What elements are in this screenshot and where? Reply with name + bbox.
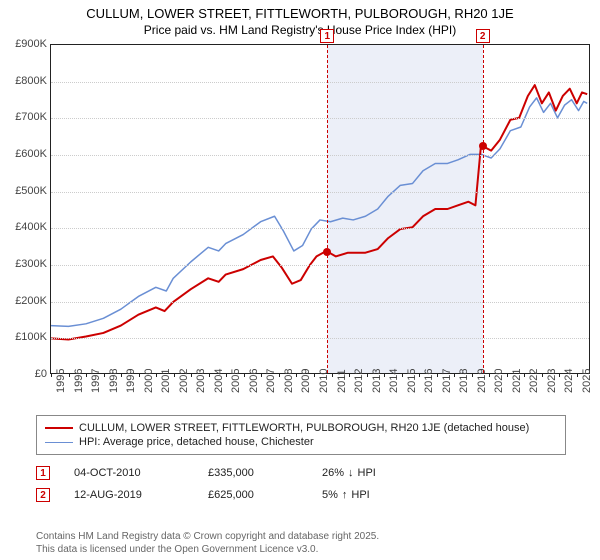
y-tick-label: £500K [11, 185, 47, 197]
legend: CULLUM, LOWER STREET, FITTLEWORTH, PULBO… [36, 415, 566, 455]
event-number-box: 1 [36, 466, 50, 480]
y-tick-label: £200K [11, 295, 47, 307]
events-table: 1 04-OCT-2010 £335,000 26% ↓ HPI 2 12-AU… [36, 462, 566, 506]
legend-label-hpi: HPI: Average price, detached house, Chic… [79, 436, 314, 448]
event-marker-line [327, 45, 328, 373]
x-tick-label: 2013 [371, 369, 383, 393]
x-tick-label: 1998 [108, 369, 120, 393]
event-date: 12-AUG-2019 [74, 489, 184, 501]
x-tick-label: 1995 [55, 369, 67, 393]
x-tick-label: 2003 [195, 369, 207, 393]
x-tick-label: 2015 [406, 369, 418, 393]
y-tick-label: £900K [11, 38, 47, 50]
x-tick-label: 2007 [265, 369, 277, 393]
y-tick-label: £700K [11, 111, 47, 123]
event-marker-dot [479, 142, 487, 150]
x-tick-label: 2023 [546, 369, 558, 393]
x-tick-label: 2002 [178, 369, 190, 393]
x-tick-label: 2004 [213, 369, 225, 393]
arrow-up-icon: ↑ [342, 489, 348, 501]
y-tick-label: £600K [11, 148, 47, 160]
event-marker-dot [323, 248, 331, 256]
x-tick-label: 2008 [283, 369, 295, 393]
event-delta: 5% ↑ HPI [322, 489, 370, 501]
x-tick-label: 2018 [458, 369, 470, 393]
chart-container: CULLUM, LOWER STREET, FITTLEWORTH, PULBO… [0, 0, 600, 560]
x-tick-label: 2014 [388, 369, 400, 393]
table-row: 1 04-OCT-2010 £335,000 26% ↓ HPI [36, 462, 566, 484]
series-line-hpi [51, 98, 587, 327]
x-tick-label: 2022 [528, 369, 540, 393]
x-tick-label: 2009 [300, 369, 312, 393]
x-tick-label: 2011 [336, 369, 348, 393]
arrow-down-icon: ↓ [348, 467, 354, 479]
x-tick-label: 2001 [160, 369, 172, 393]
y-tick-label: £800K [11, 75, 47, 87]
y-tick-label: £0 [11, 368, 47, 380]
table-row: 2 12-AUG-2019 £625,000 5% ↑ HPI [36, 484, 566, 506]
event-delta-vs: HPI [351, 489, 369, 501]
x-tick-label: 2000 [143, 369, 155, 393]
x-tick-label: 2006 [248, 369, 260, 393]
x-tick-label: 2017 [441, 369, 453, 393]
event-date: 04-OCT-2010 [74, 467, 184, 479]
x-tick-label: 2020 [493, 369, 505, 393]
x-tick-label: 2016 [423, 369, 435, 393]
event-delta-vs: HPI [358, 467, 376, 479]
event-price: £335,000 [208, 467, 298, 479]
event-delta: 26% ↓ HPI [322, 467, 376, 479]
legend-swatch-hpi [45, 442, 73, 443]
x-tick-label: 2024 [563, 369, 575, 393]
event-marker-label: 2 [476, 29, 490, 43]
attribution-line: This data is licensed under the Open Gov… [36, 543, 379, 556]
x-tick-label: 2012 [353, 369, 365, 393]
x-tick-label: 1996 [73, 369, 85, 393]
event-price: £625,000 [208, 489, 298, 501]
event-number-box: 2 [36, 488, 50, 502]
series-svg [51, 45, 589, 373]
y-tick-label: £100K [11, 331, 47, 343]
event-marker-label: 1 [320, 29, 334, 43]
attribution: Contains HM Land Registry data © Crown c… [36, 530, 379, 556]
chart-title: CULLUM, LOWER STREET, FITTLEWORTH, PULBO… [0, 0, 600, 21]
legend-label-price-paid: CULLUM, LOWER STREET, FITTLEWORTH, PULBO… [79, 422, 529, 434]
y-tick-label: £400K [11, 221, 47, 233]
x-tick-label: 2005 [230, 369, 242, 393]
y-tick-label: £300K [11, 258, 47, 270]
x-tick-label: 2025 [581, 369, 593, 393]
legend-row: HPI: Average price, detached house, Chic… [45, 435, 557, 449]
legend-row: CULLUM, LOWER STREET, FITTLEWORTH, PULBO… [45, 421, 557, 435]
x-tick-label: 2021 [511, 369, 523, 393]
attribution-line: Contains HM Land Registry data © Crown c… [36, 530, 379, 543]
event-marker-line [483, 45, 484, 373]
event-delta-pct: 5% [322, 489, 338, 501]
plot-region: £0£100K£200K£300K£400K£500K£600K£700K£80… [50, 44, 590, 374]
chart-area: £0 £100K £200K £300K £400K £500K £600K £700K £80… [10, 44, 590, 404]
chart-subtitle: Price paid vs. HM Land Registry's House … [0, 21, 600, 37]
x-tick-label: 1997 [90, 369, 102, 393]
x-tick-label: 1999 [125, 369, 137, 393]
event-delta-pct: 26% [322, 467, 344, 479]
legend-swatch-price-paid [45, 427, 73, 429]
